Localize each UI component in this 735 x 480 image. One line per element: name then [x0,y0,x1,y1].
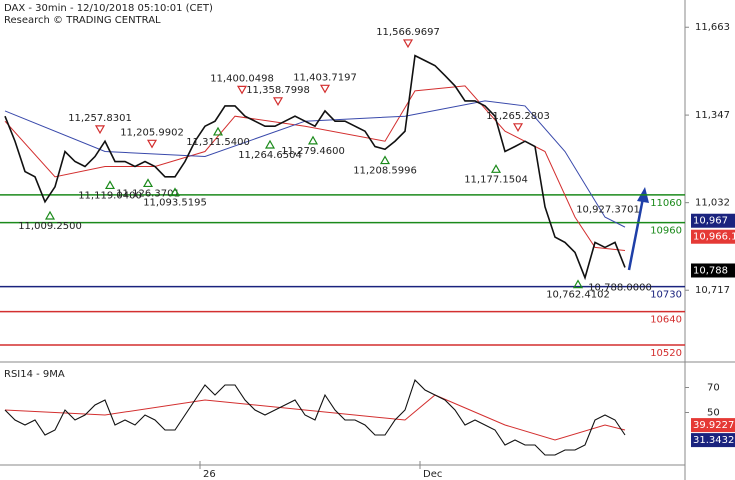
level-label: 10960 [650,226,682,237]
level-label: 10520 [650,348,682,359]
high-marker [236,85,248,95]
low-marker [212,126,224,136]
price-box-label: 10,788 [693,265,728,276]
rsi-line [4,378,626,456]
annotation-label: 11,093.5195 [143,198,207,209]
y-tick-label: 10,717 [695,285,730,296]
x-tick-label: 26 [203,469,216,480]
annotation-label: 11,403.7197 [293,72,357,83]
annotation-label: 11,566.9697 [376,27,440,38]
annotation-label: 10,762.4102 [546,290,610,301]
low-marker [142,178,154,188]
moving-average [4,100,626,228]
rsi-box-label: 39.9227 [693,420,734,431]
price-box-label: 10,966.1 [693,232,735,243]
low-marker [169,187,181,197]
high-marker [146,139,158,149]
annotation-label: 10,788.0000 [588,282,652,293]
price-box [691,263,735,278]
low-marker [307,135,319,145]
price-box-label: 10,967 [693,216,728,227]
rsi-ma [4,394,626,441]
high-marker [402,39,414,49]
moving-average [4,85,626,251]
price-box [691,213,735,228]
high-marker [512,123,524,133]
low-marker [572,279,584,289]
low-marker [379,155,391,165]
chart-subtitle: Research © TRADING CENTRAL [4,15,161,26]
price-box [691,229,735,244]
annotation-label: 10,927.3701 [576,205,640,216]
y-tick-label: 11,032 [695,198,730,209]
annotation-label: 11,009.2500 [18,221,82,232]
annotation-label: 11,264.6504 [238,150,302,161]
level-label: 10730 [650,290,682,301]
high-marker [94,125,106,135]
level-label: 10640 [650,315,682,326]
rsi-box-label: 31.3432 [693,435,734,446]
annotation-label: 11,311.5400 [186,137,250,148]
rsi-tick-label: 50 [707,408,720,419]
low-marker [264,139,276,149]
rsi-title: RSI14 - 9MA [4,369,65,380]
x-tick-label: Dec [423,469,442,480]
high-marker [272,97,284,107]
rsi-tick-label: 70 [707,383,720,394]
high-marker [319,84,331,94]
rsi-box [691,418,735,433]
annotation-label: 11,279.4600 [281,146,345,157]
annotation-label: 11,177.1504 [464,174,528,185]
low-marker [44,210,56,220]
annotation-label: 11,257.8301 [68,113,132,124]
price-line [4,54,626,281]
annotation-label: 11,119.0400 [78,190,142,201]
level-label: 11060 [650,198,682,209]
low-marker [490,164,502,173]
chart-title: DAX - 30min - 12/10/2018 05:10:01 (CET) [4,3,213,14]
y-tick-label: 11,347 [695,110,730,121]
annotation-label: 11,358.7998 [246,85,310,96]
rsi-box [691,433,735,448]
annotation-label: 11,126.3701 [116,188,180,199]
annotation-label: 11,208.5996 [353,166,417,177]
annotation-label: 11,400.0498 [210,73,274,84]
annotation-label: 11,265.2803 [486,111,550,122]
y-tick-label: 11,663 [695,22,730,33]
low-marker [104,180,116,190]
annotation-label: 11,205.9902 [120,127,184,138]
